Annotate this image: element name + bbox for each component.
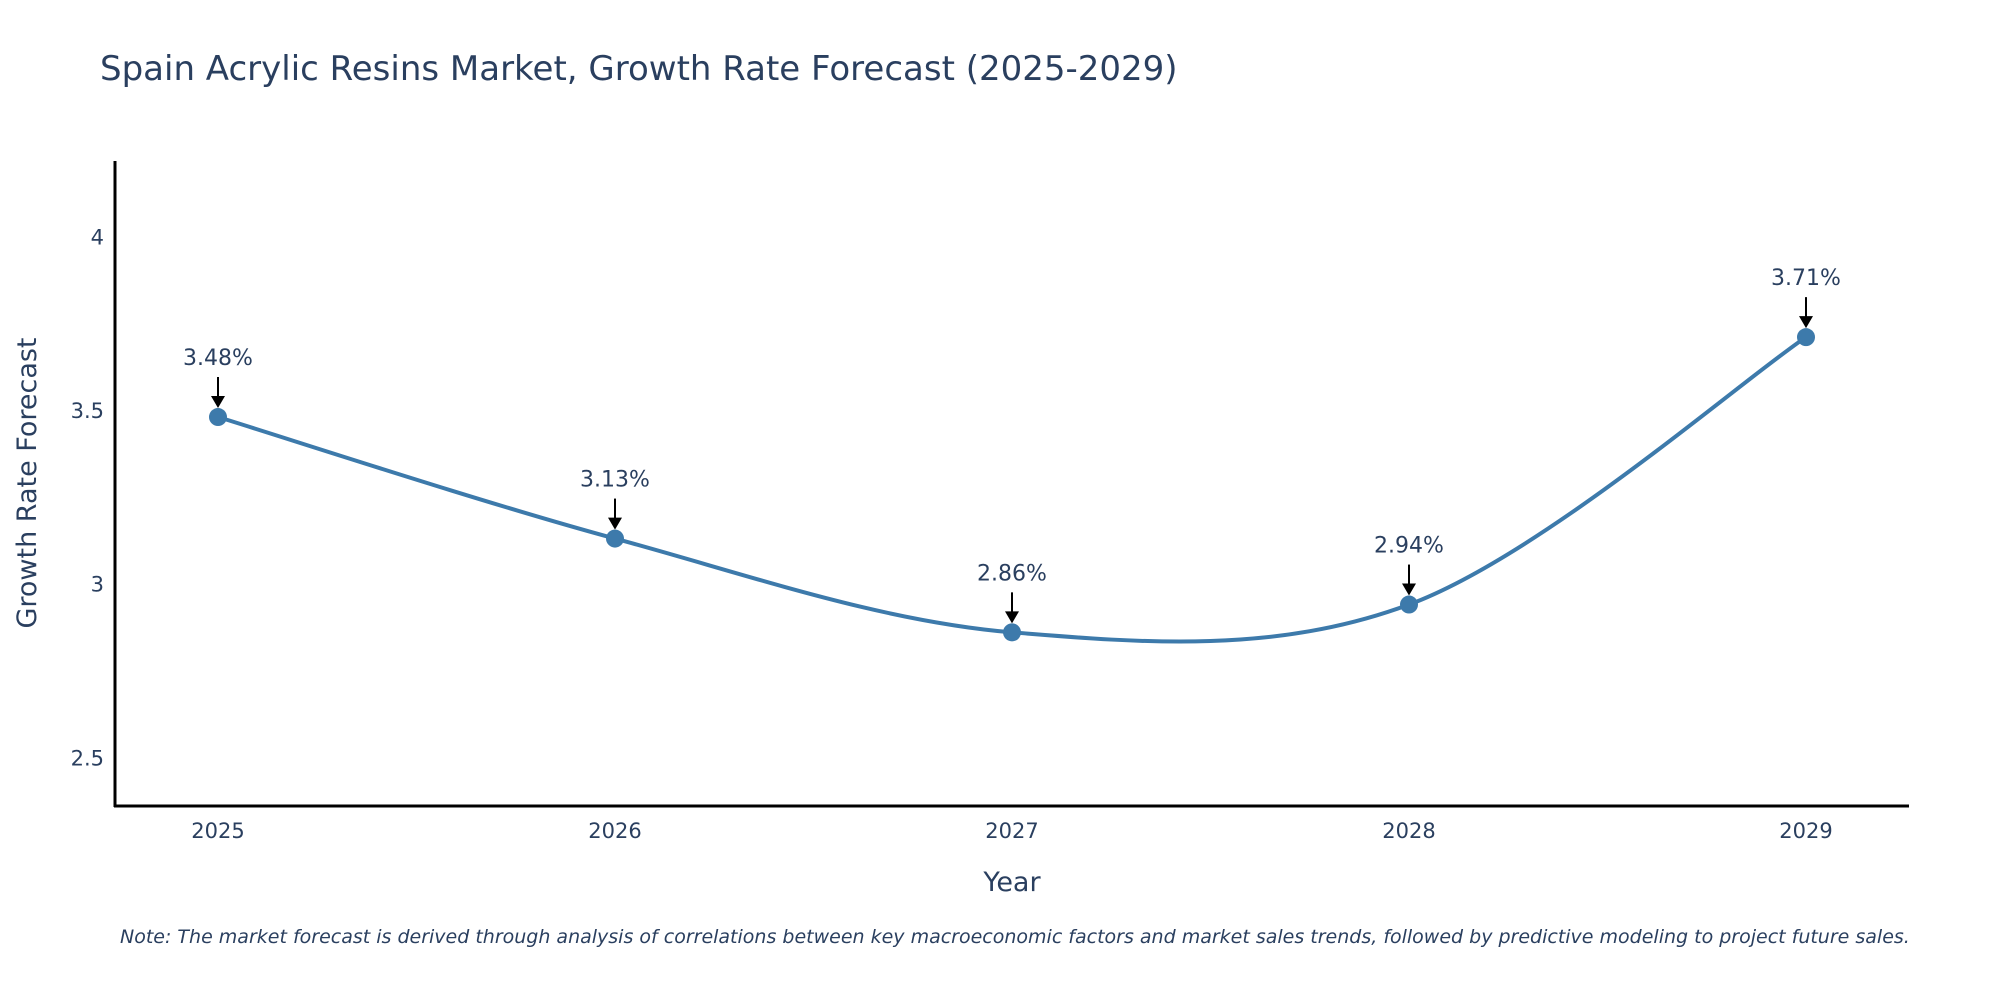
- y-axis-title: Growth Rate Forecast: [12, 337, 43, 628]
- x-tick-label: 2028: [1382, 819, 1435, 843]
- chart-title: Spain Acrylic Resins Market, Growth Rate…: [100, 49, 1178, 89]
- x-tick-labels: 2025 2026 2027 2028 2029: [191, 819, 1832, 843]
- x-tick-label: 2029: [1779, 819, 1832, 843]
- axes: [113, 161, 1909, 808]
- annotation-2026: 3.13%: [580, 468, 650, 530]
- data-point-2027: [1003, 623, 1021, 642]
- data-label: 3.48%: [183, 346, 253, 371]
- annotation-arrow-head: [1402, 583, 1416, 596]
- y-tick-label: 2.5: [71, 746, 104, 770]
- data-point-2029: [1797, 328, 1815, 347]
- y-tick-label: 4: [91, 225, 104, 249]
- data-label: 2.94%: [1374, 534, 1444, 559]
- x-axis-title: Year: [982, 867, 1041, 898]
- annotation-2025: 3.48%: [183, 346, 253, 409]
- data-label: 3.71%: [1771, 266, 1841, 291]
- data-point-2025: [209, 408, 227, 427]
- y-tick-label: 3.5: [71, 399, 104, 423]
- annotation-2029: 3.71%: [1771, 266, 1841, 329]
- annotation-2028: 2.94%: [1374, 534, 1444, 596]
- data-label-annotations: 3.48% 3.13% 2.86% 2.94% 3.71%: [183, 266, 1841, 624]
- data-label: 3.13%: [580, 468, 650, 493]
- annotation-2027: 2.86%: [977, 561, 1047, 624]
- y-tick-labels: 2.5 3 3.5 4: [71, 225, 104, 770]
- annotation-arrow-head: [1005, 611, 1019, 624]
- data-point-2026: [606, 529, 624, 548]
- data-point-2028: [1400, 595, 1418, 614]
- annotation-arrow-head: [1799, 316, 1813, 329]
- y-tick-label: 3: [91, 573, 104, 597]
- data-points: [209, 328, 1815, 642]
- data-label: 2.86%: [977, 561, 1047, 586]
- annotation-arrow-head: [211, 396, 225, 409]
- x-tick-label: 2026: [588, 819, 641, 843]
- x-tick-label: 2025: [191, 819, 244, 843]
- annotation-arrow-head: [608, 517, 622, 530]
- x-tick-label: 2027: [985, 819, 1038, 843]
- forecast-note: Note: The market forecast is derived thr…: [120, 926, 1910, 948]
